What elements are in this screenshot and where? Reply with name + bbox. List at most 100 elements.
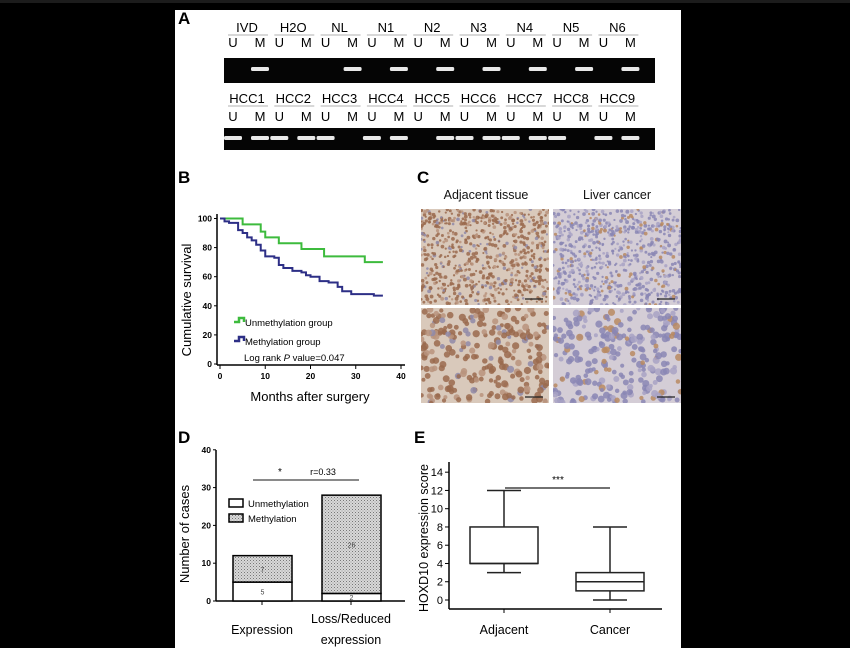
legend-unmethylation-swatch-icon xyxy=(228,498,244,508)
gel-lane-label: M xyxy=(347,109,358,124)
gel-group-label: N5 xyxy=(563,20,580,35)
gel-group-label: N6 xyxy=(609,20,626,35)
legend-methylation-swatch-icon xyxy=(228,513,244,523)
gel-group-label: IVD xyxy=(236,20,258,35)
gel-group-label: HCC1 xyxy=(229,91,264,106)
legend-blue-swatch-icon xyxy=(234,335,246,343)
e-category-cancer: Cancer xyxy=(590,623,630,637)
b-legend-methylation: Methylation group xyxy=(245,337,321,348)
panel-d-bar-chart: Number of cases 0 10 20 30 40 * r=0.33 Unmet… xyxy=(177,445,405,647)
c-col-label-adjacent: Adjacent tissue xyxy=(443,188,529,202)
gel-lane-label: M xyxy=(393,109,404,124)
d-category-loss-line2: expression xyxy=(321,633,381,647)
gel-lane-label: U xyxy=(321,109,330,124)
svg-text:0: 0 xyxy=(206,596,211,606)
svg-text:8: 8 xyxy=(437,522,443,534)
gel-group-label: HCC7 xyxy=(507,91,542,106)
box xyxy=(469,526,539,565)
svg-text:26: 26 xyxy=(348,542,356,549)
svg-text:10: 10 xyxy=(431,504,443,516)
gel-lane-label: M xyxy=(625,35,636,50)
svg-text:12: 12 xyxy=(431,485,443,497)
gel-lane-label: U xyxy=(552,35,561,50)
gel-band xyxy=(548,136,567,140)
gel-group-label: N1 xyxy=(378,20,395,35)
gel-lane-label: M xyxy=(486,109,497,124)
svg-text:0: 0 xyxy=(218,371,223,381)
e-significance: *** xyxy=(552,475,564,486)
panel-b-letter: B xyxy=(178,168,191,187)
svg-text:14: 14 xyxy=(431,467,443,479)
svg-text:4: 4 xyxy=(437,558,443,570)
gel-lane-label: U xyxy=(506,35,515,50)
gel-band xyxy=(343,67,362,71)
b-ylabel: Cumulative survival xyxy=(179,244,194,357)
km-curve xyxy=(220,217,383,297)
gel-lane-label: M xyxy=(579,35,590,50)
d-ylabel: Number of cases xyxy=(177,484,192,583)
gel-lane-label: U xyxy=(275,35,284,50)
panel-e-letter: E xyxy=(414,428,426,447)
panel-b-survival-chart: Cumulative survival 0 20 40 60 80 100 0 10 20 30… xyxy=(179,214,406,405)
svg-text:40: 40 xyxy=(202,445,212,455)
gel-group-label: N2 xyxy=(424,20,441,35)
svg-text:20: 20 xyxy=(306,371,316,381)
ihc-cancer-high-mag xyxy=(553,308,681,403)
panel-d-letter: D xyxy=(178,428,191,447)
gel-group-label: HCC5 xyxy=(414,91,449,106)
gel-lane-label: U xyxy=(552,109,561,124)
gel-lane-label: U xyxy=(321,35,330,50)
gel-lane-label: U xyxy=(367,109,376,124)
bar-methylation xyxy=(321,494,382,595)
b-legend-unmethylation: Unmethylation group xyxy=(245,318,333,329)
ihc-cancer-low-mag xyxy=(553,209,681,305)
b-logrank-annotation: Log rank P value=0.047 xyxy=(244,353,345,364)
svg-text:2: 2 xyxy=(350,595,354,602)
svg-text:30: 30 xyxy=(202,483,212,493)
e-ylabel: HOXD10 expression score xyxy=(417,464,431,612)
svg-text:10: 10 xyxy=(202,558,212,568)
svg-text:100: 100 xyxy=(198,214,212,224)
gel-group-label: N3 xyxy=(470,20,487,35)
d-correlation: r=0.33 xyxy=(310,467,336,477)
gel-lane-label: M xyxy=(625,109,636,124)
gel-group-label: NL xyxy=(331,20,348,35)
gel-band xyxy=(389,136,408,140)
svg-text:60: 60 xyxy=(203,272,213,282)
svg-text:40: 40 xyxy=(396,371,406,381)
gel-band xyxy=(251,136,269,140)
gel-lane-label: M xyxy=(532,109,543,124)
d-significance: * xyxy=(278,467,282,478)
gel-lane-label: M xyxy=(393,35,404,50)
gel-band xyxy=(482,136,501,140)
gel-band xyxy=(482,67,501,71)
gel-lane-label: U xyxy=(506,109,515,124)
svg-text:80: 80 xyxy=(203,243,213,253)
gel-band xyxy=(455,136,474,140)
gel-group-label: HCC9 xyxy=(600,91,635,106)
gel-lane-label: U xyxy=(599,35,608,50)
gel-lane-label: U xyxy=(367,35,376,50)
d-legend-unmethylation: Unmethylation xyxy=(248,499,309,510)
svg-text:20: 20 xyxy=(202,520,212,530)
gel-lane-label: M xyxy=(532,35,543,50)
svg-text:30: 30 xyxy=(351,371,361,381)
svg-text:0: 0 xyxy=(437,595,443,607)
gel-group-label: HCC3 xyxy=(322,91,357,106)
gel-band xyxy=(621,67,640,71)
gel-lane-label: M xyxy=(440,109,451,124)
gel-band xyxy=(251,67,269,71)
gel-lane-label: M xyxy=(579,109,590,124)
gel-lane-label: U xyxy=(275,109,284,124)
panel-a-letter: A xyxy=(178,10,191,28)
bar-methylation xyxy=(232,554,293,583)
svg-text:2: 2 xyxy=(437,577,443,589)
c-col-label-cancer: Liver cancer xyxy=(582,188,652,202)
gel-lane-label: U xyxy=(228,109,237,124)
gel-band xyxy=(436,136,455,140)
gel-band xyxy=(501,136,520,140)
svg-text:5: 5 xyxy=(261,590,265,597)
gel-lane-label: U xyxy=(460,35,469,50)
gel-lane-label: M xyxy=(255,35,266,50)
svg-text:7: 7 xyxy=(261,567,265,574)
